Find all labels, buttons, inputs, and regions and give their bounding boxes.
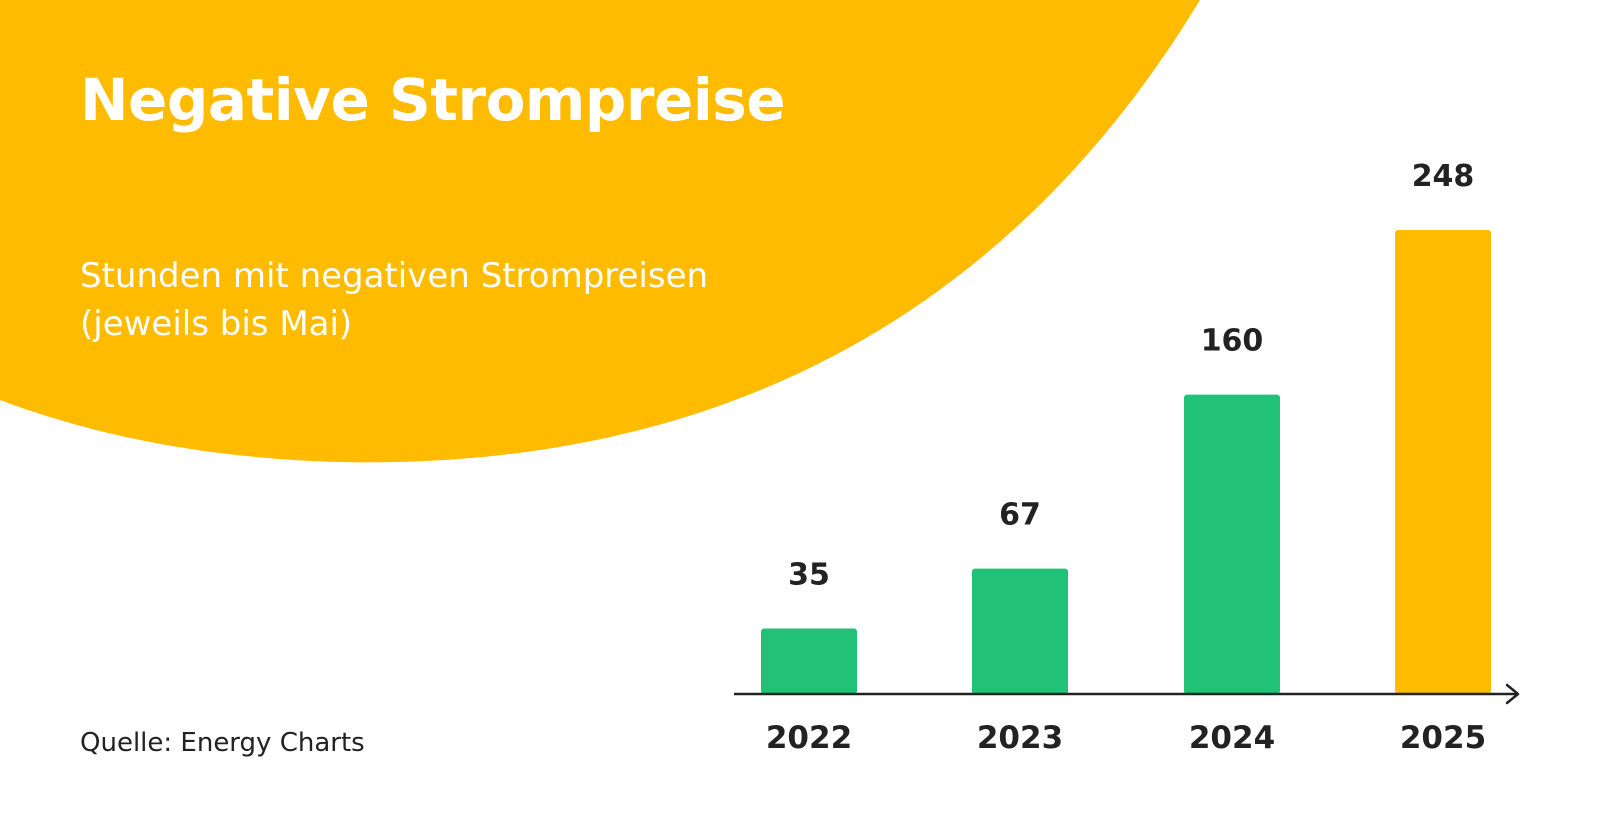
bar-2025 (1395, 230, 1491, 694)
x-axis-arrow-icon (1505, 683, 1520, 705)
data-label-2023: 67 (999, 498, 1041, 533)
yellow-arc-shape (0, 0, 1200, 463)
x-tick-label-2025: 2025 (1400, 720, 1486, 756)
data-label-2024: 160 (1201, 324, 1264, 359)
x-axis (734, 683, 1520, 705)
page-title: Negative Strompreise (80, 66, 786, 134)
labels-group: 35 2022 67 2023 160 2024 248 2025 (766, 159, 1486, 756)
data-label-2025: 248 (1412, 159, 1475, 194)
x-tick-label-2024: 2024 (1189, 720, 1275, 756)
chart-subtitle: Stunden mit negativen Strompreisen (jewe… (80, 252, 708, 348)
x-tick-label-2023: 2023 (977, 720, 1063, 756)
bar-2023 (972, 568, 1068, 694)
bar-2022 (761, 628, 857, 694)
bars-group (761, 230, 1491, 694)
data-label-2022: 35 (788, 558, 830, 593)
source-note: Quelle: Energy Charts (80, 728, 365, 758)
subtitle-line-2: (jeweils bis Mai) (80, 304, 353, 344)
x-tick-label-2022: 2022 (766, 720, 852, 756)
bar-2024 (1184, 394, 1280, 694)
subtitle-line-1: Stunden mit negativen Strompreisen (80, 256, 709, 296)
